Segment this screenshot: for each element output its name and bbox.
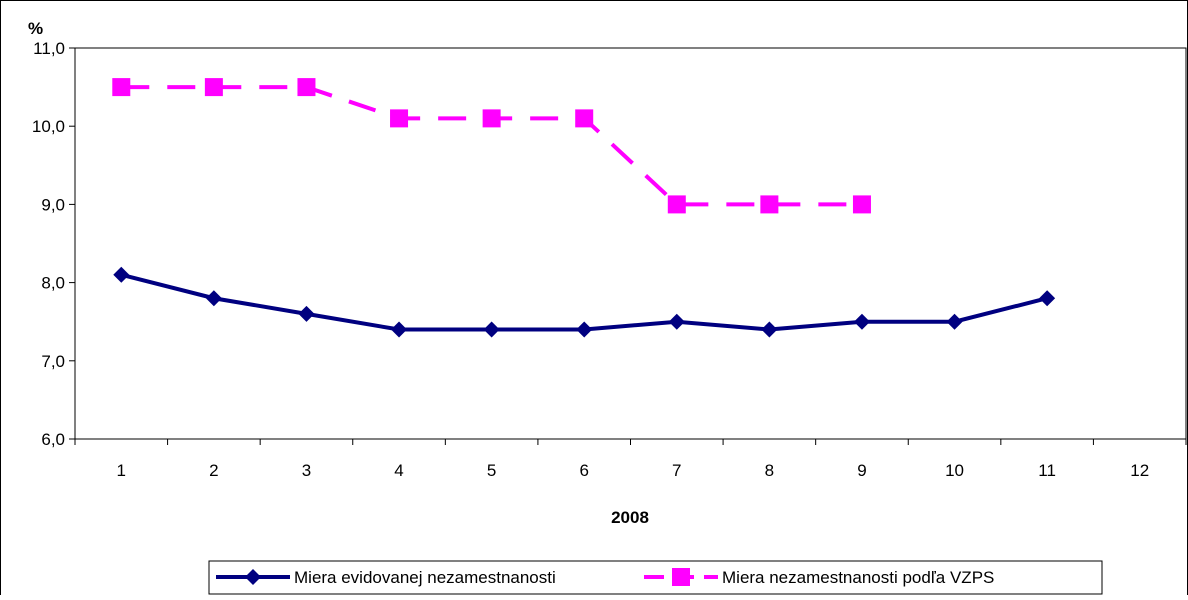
data-point <box>205 290 222 307</box>
data-point <box>761 321 778 338</box>
data-point <box>390 109 409 128</box>
y-tick-label: 8,0 <box>41 274 65 293</box>
data-point <box>483 321 500 338</box>
x-tick-label: 8 <box>765 461 774 480</box>
data-point <box>576 321 593 338</box>
x-tick-label: 7 <box>672 461 681 480</box>
data-point <box>853 313 870 330</box>
data-point <box>575 109 594 128</box>
y-tick-label: 6,0 <box>41 430 65 449</box>
x-tick-label: 4 <box>394 461 403 480</box>
x-tick-label: 1 <box>117 461 126 480</box>
x-tick-label: 12 <box>1130 461 1149 480</box>
x-tick-label: 6 <box>579 461 588 480</box>
series-layer <box>112 78 1056 338</box>
data-point <box>852 195 871 214</box>
series-2 <box>112 78 871 214</box>
legend-label: Miera evidovanej nezamestnanosti <box>294 568 556 587</box>
x-axis-ticks: 1 2 3 4 5 6 7 8 9 10 11 12 <box>74 439 1187 480</box>
data-point <box>946 313 963 330</box>
data-point <box>297 78 316 97</box>
x-tick-label: 11 <box>1038 461 1056 480</box>
y-axis-ticks: 6,0 7,0 8,0 9,0 10,0 11,0 <box>32 39 75 449</box>
data-point <box>391 321 408 338</box>
data-point <box>482 109 501 128</box>
data-point <box>760 195 779 214</box>
data-point <box>204 78 223 97</box>
x-tick-label: 5 <box>487 461 496 480</box>
y-tick-label: 7,0 <box>41 352 65 371</box>
legend-items: Miera evidovanej nezamestnanosti Miera ne… <box>216 568 994 587</box>
data-point <box>1039 290 1056 307</box>
x-tick-label: 3 <box>302 461 311 480</box>
y-tick-label: 9,0 <box>41 195 65 214</box>
data-point <box>668 313 685 330</box>
legend-item-2: Miera nezamestnanosti podľa VZPS <box>644 568 994 587</box>
x-tick-label: 9 <box>857 461 866 480</box>
legend-label: Miera nezamestnanosti podľa VZPS <box>722 568 994 587</box>
data-point <box>112 78 131 97</box>
legend: Miera evidovanej nezamestnanosti Miera ne… <box>208 560 1103 595</box>
data-point <box>667 195 686 214</box>
y-axis-title: % <box>28 19 43 38</box>
x-tick-label: 10 <box>945 461 964 480</box>
y-tick-label: 10,0 <box>32 117 65 136</box>
data-point <box>113 266 130 283</box>
legend-item-1: Miera evidovanej nezamestnanosti <box>216 568 556 587</box>
data-point <box>298 305 315 322</box>
legend-marker <box>245 569 261 585</box>
legend-marker <box>672 568 690 586</box>
y-tick-label: 11,0 <box>33 39 65 58</box>
x-axis-title: 2008 <box>611 508 649 527</box>
series-1 <box>113 266 1056 338</box>
plot-area <box>74 47 1187 440</box>
x-tick-label: 2 <box>209 461 218 480</box>
